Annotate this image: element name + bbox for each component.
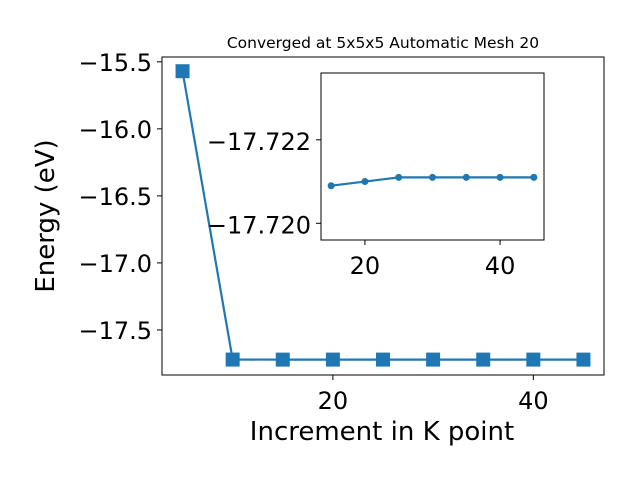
inset-plot-frame xyxy=(320,72,545,241)
main-ticks: 20 40 −15.5 −16.0 −16.5 −17.0 −17.5 xyxy=(78,49,548,415)
inset-data-point xyxy=(429,173,436,181)
chart-title: Converged at 5x5x5 Automatic Mesh 20 xyxy=(227,34,539,52)
main-series xyxy=(175,64,591,367)
inset-data-point xyxy=(395,173,403,181)
inset-data-point xyxy=(496,173,504,181)
main-x-tick-label: 20 xyxy=(318,387,349,415)
inset-x-tick-label: 40 xyxy=(485,252,516,280)
inset-y-tick-label: −17.720 xyxy=(207,211,311,239)
main-y-tick-label: −15.5 xyxy=(78,49,152,77)
main-y-tick-label: −17.0 xyxy=(78,250,152,278)
inset-data-point xyxy=(530,173,538,181)
inset-y-tick-label: −17.722 xyxy=(207,128,311,156)
main-data-point xyxy=(576,352,591,367)
main-data-point xyxy=(275,352,290,367)
main-x-tick-label: 40 xyxy=(518,387,549,415)
main-y-tick-label: −16.0 xyxy=(78,116,152,144)
main-plot-frame xyxy=(161,56,605,376)
main-data-point xyxy=(225,352,240,367)
main-axes: Converged at 5x5x5 Automatic Mesh 20 Inc… xyxy=(31,34,605,447)
main-data-point xyxy=(175,64,190,79)
inset-x-tick-label: 20 xyxy=(350,252,381,280)
main-data-point xyxy=(526,352,541,367)
x-axis-label: Increment in K point xyxy=(250,417,514,447)
main-data-point xyxy=(325,352,340,367)
inset-axes: 20 40 −17.722 −17.720 xyxy=(207,72,545,280)
inset-ticks: 20 40 −17.722 −17.720 xyxy=(207,128,515,280)
y-axis-label: Energy (eV) xyxy=(31,139,61,292)
main-data-point xyxy=(476,352,491,367)
inset-background xyxy=(321,73,544,240)
main-y-tick-label: −17.5 xyxy=(78,317,152,345)
inset-data-point xyxy=(327,182,335,190)
main-data-point xyxy=(376,352,390,367)
main-y-tick-label: −16.5 xyxy=(78,183,152,211)
inset-series xyxy=(327,173,538,190)
inset-data-point xyxy=(462,173,470,181)
inset-data-point xyxy=(361,178,369,186)
main-data-point xyxy=(426,352,441,367)
